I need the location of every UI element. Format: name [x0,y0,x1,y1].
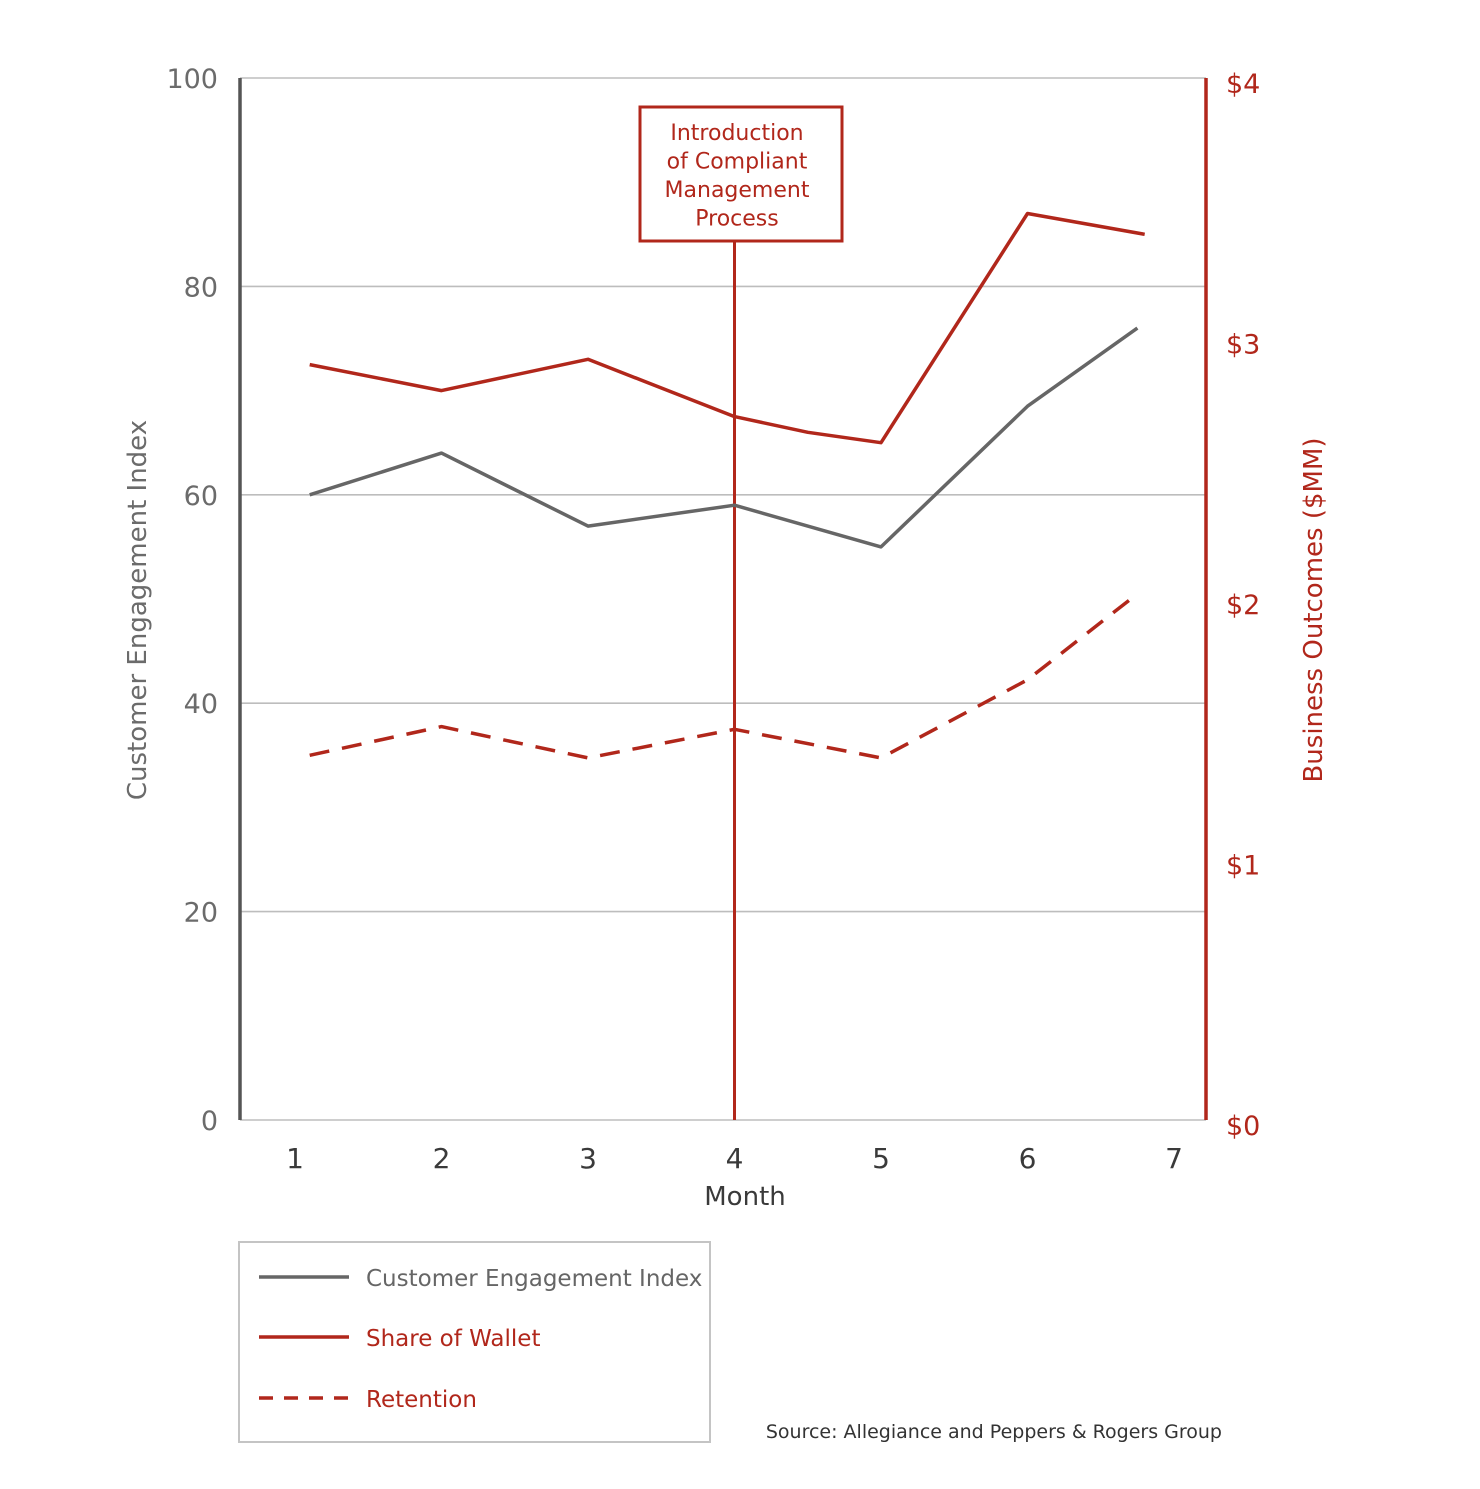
x-tick-label: 2 [433,1142,451,1175]
data-point [733,504,736,507]
annotation: Introduction of Compliant Management Proces… [638,105,844,1120]
axis-titles: Customer Engagement Index Business Outco… [123,420,1329,1212]
grid-lines [240,77,1206,1121]
y-right-tick-label: $1 [1226,851,1260,882]
y-left-tick-label: 40 [184,689,218,720]
y-right-tick-label: $2 [1226,590,1260,621]
annotation-box [638,105,844,243]
series-lines [308,211,1146,760]
y-left-tick-label: 100 [166,64,218,95]
y-left-tick-label: 80 [184,272,218,303]
source-note: Source: Allegiance and Peppers & Rogers … [766,1421,1222,1443]
data-point [880,441,883,444]
data-point [733,415,736,418]
annotation-text-line: Process [695,207,778,232]
y-left-tick-label: 60 [184,481,218,512]
x-tick-label: 3 [579,1142,597,1175]
annotation-text-line: of Compliant [667,150,808,175]
annotation-text-line: Management [665,178,810,203]
y-left-tick-label: 20 [184,898,218,929]
legend-label: Share of Wallet [366,1326,540,1352]
data-point [880,545,883,548]
legend: Customer Engagement Index Share of Wallet… [238,1241,711,1443]
x-tick-label: 1 [286,1142,304,1175]
legend-label: Customer Engagement Index [366,1266,702,1292]
data-point [733,728,736,731]
data-point [1026,678,1029,681]
y-axis-right-title: Business Outcomes ($MM) [1299,437,1329,782]
x-tick-label: 5 [872,1142,890,1175]
data-point [1136,592,1139,595]
data-point [308,363,311,366]
y-right-tick-label: $0 [1226,1111,1260,1142]
x-axis-title: Month [704,1182,786,1212]
data-point [1136,327,1139,330]
data-point [806,431,809,434]
data-point [587,358,590,361]
series-line-share-of-wallet [309,211,1146,445]
data-point [440,452,443,455]
data-point [308,754,311,757]
data-point [440,389,443,392]
x-tick-label: 6 [1019,1142,1037,1175]
data-point [587,756,590,759]
x-tick-label: 4 [726,1142,744,1175]
series-line-retention [309,592,1139,760]
legend-label: Retention [366,1387,477,1413]
axis-ticks: 0 20 40 60 80 100 $0 $1 $2 $3 $4 1 2 3 4 5 6 7 [166,64,1260,1175]
y-right-tick-label: $4 [1226,69,1260,100]
data-point [880,756,883,759]
data-point [440,725,443,728]
data-point [1026,405,1029,408]
data-point [308,493,311,496]
y-left-tick-label: 0 [201,1106,218,1137]
data-point [1026,212,1029,215]
series-line-customer-engagement-index [309,326,1139,549]
data-point [587,525,590,528]
y-axis-left-title: Customer Engagement Index [123,420,153,800]
annotation-text-line: Introduction [670,121,803,146]
y-right-tick-label: $3 [1226,330,1260,361]
data-point [1143,233,1146,236]
axes [238,78,1208,1120]
x-tick-label: 7 [1165,1142,1183,1175]
